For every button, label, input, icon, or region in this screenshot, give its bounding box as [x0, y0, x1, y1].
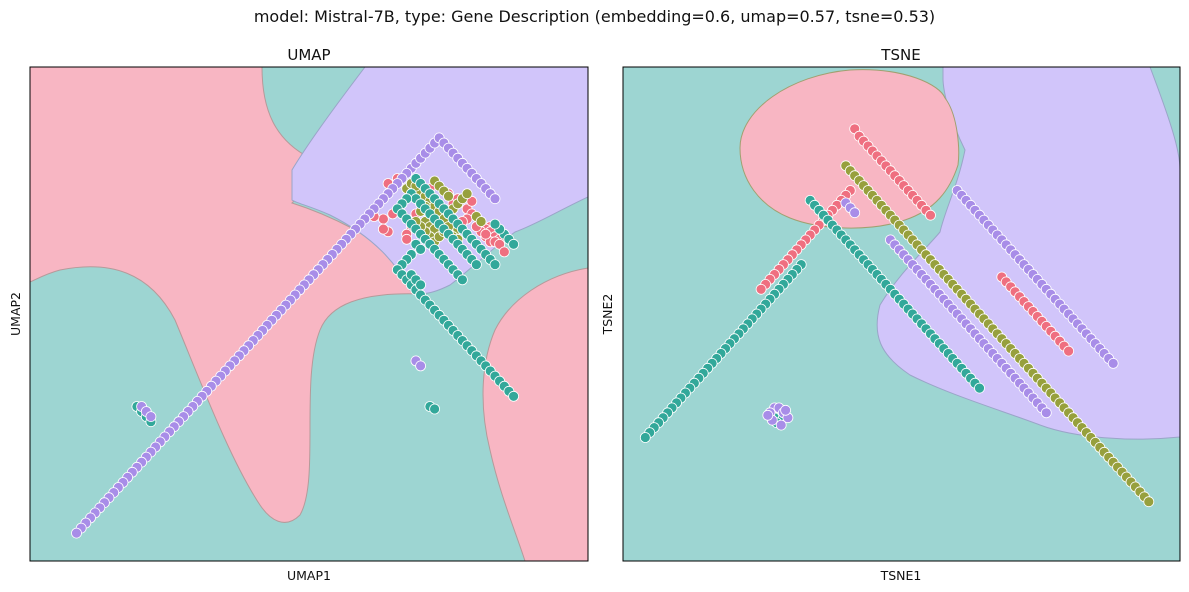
umap-point-teal — [415, 279, 427, 291]
umap-points — [71, 132, 519, 539]
umap-axes-frame — [29, 66, 589, 562]
figure-title: model: Mistral-7B, type: Gene Descriptio… — [253, 7, 936, 26]
umap-region-red-right — [482, 267, 588, 561]
tsne-point-red — [755, 283, 767, 295]
umap-point-purple — [145, 411, 157, 423]
tsne-point-purple — [1107, 357, 1119, 369]
umap-point-red — [498, 246, 510, 258]
tsne-ylabel: TSNE2 — [600, 294, 615, 336]
umap-point-red — [377, 213, 389, 225]
tsne-xlabel: TSNE1 — [880, 568, 922, 583]
umap-point-teal — [470, 259, 482, 271]
umap-point-olive — [461, 188, 473, 200]
tsne-title: TSNE — [880, 46, 920, 64]
umap-xlabel: UMAP1 — [287, 568, 331, 583]
umap-point-teal — [508, 390, 519, 402]
umap-point-olive — [475, 216, 487, 227]
umap-point-teal — [415, 243, 427, 255]
tsne-point-purple — [775, 419, 787, 431]
umap-point-teal — [508, 238, 519, 250]
umap-point-olive — [443, 190, 454, 202]
umap-point-purple — [415, 360, 427, 372]
umap-point-teal — [489, 259, 501, 271]
umap-point-red — [377, 223, 389, 235]
tsne-point-teal — [639, 432, 651, 443]
umap-point-teal — [489, 218, 501, 230]
umap-panel: UMAP UMAP1 UMAP2 — [8, 46, 589, 583]
tsne-axes-frame — [622, 66, 1181, 562]
tsne-point-purple — [762, 409, 774, 421]
tsne-point-red — [1063, 345, 1074, 357]
umap-ylabel: UMAP2 — [8, 292, 23, 336]
umap-point-purple — [71, 527, 82, 539]
tsne-point-purple — [780, 404, 791, 416]
tsne-points — [639, 123, 1155, 508]
tsne-point-purple — [849, 207, 861, 219]
umap-point-purple — [489, 193, 501, 205]
umap-point-red — [480, 228, 492, 240]
tsne-point-red — [925, 209, 936, 221]
umap-point-red — [401, 233, 413, 245]
tsne-point-teal — [974, 382, 985, 394]
tsne-decision-regions — [623, 67, 1180, 561]
tsne-point-purple — [1040, 407, 1052, 419]
umap-point-teal — [429, 403, 441, 415]
tsne-point-olive — [1143, 496, 1155, 508]
tsne-panel: TSNE TSNE1 TSNE2 — [600, 46, 1181, 583]
umap-point-teal — [456, 274, 468, 286]
umap-title: UMAP — [287, 46, 330, 64]
